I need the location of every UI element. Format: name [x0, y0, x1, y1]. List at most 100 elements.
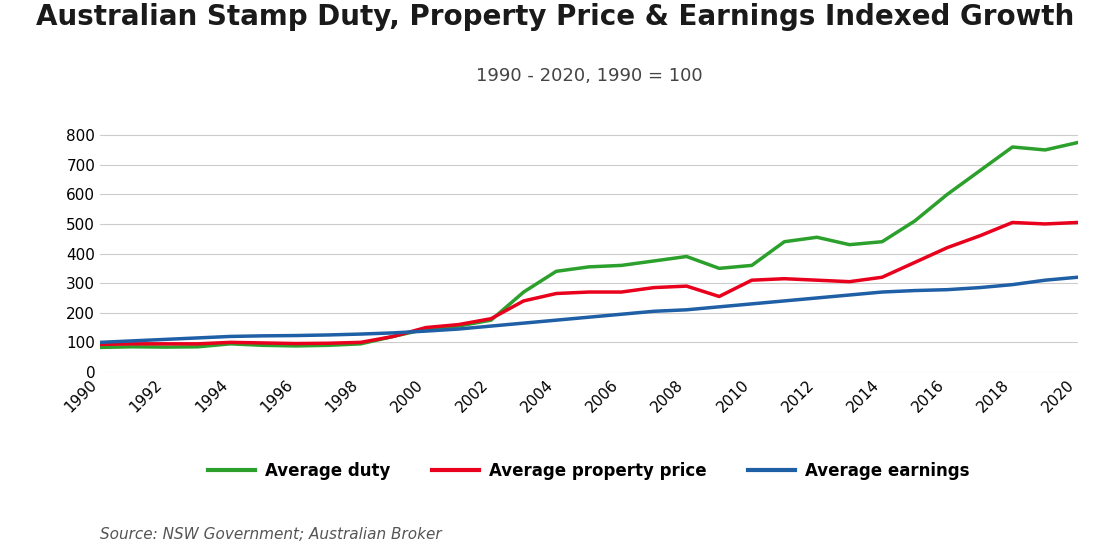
Average duty — [354, 341, 368, 347]
Average property price — [1039, 220, 1052, 227]
Line: Average duty: Average duty — [100, 143, 1078, 347]
Average duty — [908, 218, 921, 224]
Average earnings — [973, 284, 987, 291]
Average property price — [810, 277, 823, 283]
Average duty — [126, 344, 139, 350]
Average duty — [648, 258, 661, 264]
Average duty — [223, 341, 237, 347]
Average duty — [745, 262, 759, 269]
Average property price — [908, 259, 921, 266]
Average property price — [419, 324, 432, 331]
Average duty — [875, 238, 889, 245]
Average earnings — [93, 339, 107, 346]
Average duty — [843, 241, 857, 248]
Average earnings — [745, 301, 759, 307]
Average property price — [452, 321, 466, 328]
Average earnings — [484, 323, 498, 329]
Average earnings — [419, 328, 432, 334]
Average earnings — [614, 311, 628, 317]
Average duty — [973, 167, 987, 174]
Average earnings — [843, 292, 857, 298]
Average property price — [517, 298, 530, 304]
Average property price — [745, 277, 759, 283]
Average duty — [614, 262, 628, 269]
Average earnings — [159, 336, 172, 342]
Average property price — [93, 341, 107, 348]
Average earnings — [191, 335, 204, 341]
Legend: Average duty, Average property price, Average earnings: Average duty, Average property price, Av… — [202, 456, 975, 487]
Average duty — [452, 323, 466, 329]
Title: 1990 - 2020, 1990 = 100: 1990 - 2020, 1990 = 100 — [476, 67, 702, 85]
Average earnings — [778, 298, 791, 304]
Average property price — [321, 340, 334, 347]
Text: Source: NSW Government; Australian Broker: Source: NSW Government; Australian Broke… — [100, 527, 441, 542]
Average property price — [843, 278, 857, 285]
Average earnings — [875, 289, 889, 295]
Average duty — [387, 333, 400, 340]
Average duty — [941, 191, 954, 197]
Average property price — [1005, 219, 1019, 226]
Average duty — [1005, 144, 1019, 150]
Average earnings — [354, 331, 368, 337]
Average earnings — [582, 314, 595, 321]
Average property price — [1071, 219, 1084, 226]
Average property price — [648, 284, 661, 291]
Average earnings — [257, 333, 270, 339]
Average property price — [941, 245, 954, 251]
Average earnings — [452, 326, 466, 333]
Average duty — [1071, 139, 1084, 146]
Line: Average property price: Average property price — [100, 223, 1078, 345]
Average property price — [387, 333, 400, 340]
Average earnings — [1071, 274, 1084, 281]
Average earnings — [648, 308, 661, 315]
Average property price — [550, 290, 563, 297]
Average earnings — [680, 306, 693, 313]
Average duty — [550, 268, 563, 275]
Average property price — [778, 276, 791, 282]
Average property price — [223, 339, 237, 346]
Average duty — [484, 317, 498, 323]
Average duty — [1039, 147, 1052, 153]
Average property price — [257, 340, 270, 346]
Average earnings — [550, 317, 563, 323]
Average property price — [354, 339, 368, 346]
Average property price — [289, 340, 302, 347]
Average duty — [680, 253, 693, 260]
Average property price — [680, 283, 693, 289]
Average earnings — [387, 330, 400, 336]
Average earnings — [908, 287, 921, 294]
Average property price — [614, 289, 628, 295]
Average property price — [712, 293, 725, 300]
Average duty — [712, 265, 725, 272]
Text: Australian Stamp Duty, Property Price & Earnings Indexed Growth: Australian Stamp Duty, Property Price & … — [37, 3, 1074, 31]
Average duty — [517, 289, 530, 295]
Average duty — [159, 344, 172, 351]
Average duty — [257, 342, 270, 348]
Average earnings — [223, 333, 237, 340]
Average property price — [159, 341, 172, 347]
Average duty — [810, 234, 823, 241]
Average earnings — [1005, 281, 1019, 288]
Average duty — [582, 264, 595, 270]
Average property price — [582, 289, 595, 295]
Average earnings — [321, 331, 334, 338]
Average earnings — [126, 337, 139, 344]
Average earnings — [712, 304, 725, 310]
Average duty — [93, 344, 107, 351]
Average earnings — [810, 295, 823, 301]
Average earnings — [1039, 277, 1052, 283]
Average duty — [191, 344, 204, 350]
Average property price — [875, 274, 889, 281]
Average earnings — [517, 320, 530, 327]
Average earnings — [941, 287, 954, 293]
Average property price — [191, 341, 204, 347]
Average duty — [419, 326, 432, 333]
Average duty — [778, 238, 791, 245]
Average property price — [484, 316, 498, 322]
Average earnings — [289, 332, 302, 339]
Average property price — [973, 232, 987, 239]
Average property price — [126, 341, 139, 347]
Line: Average earnings: Average earnings — [100, 277, 1078, 342]
Average duty — [289, 342, 302, 349]
Average duty — [321, 342, 334, 348]
